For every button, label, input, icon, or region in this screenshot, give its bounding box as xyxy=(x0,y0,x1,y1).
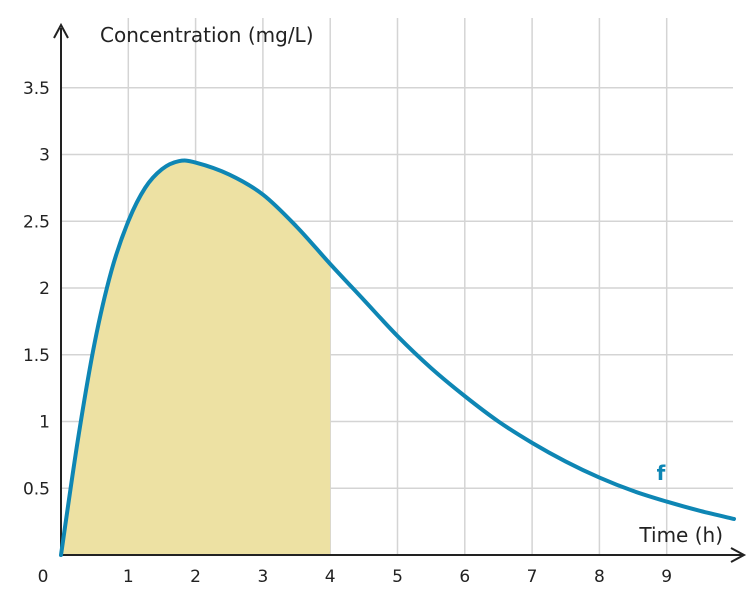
y-tick-label-3: 3 xyxy=(39,146,50,166)
x-tick-label-3: 3 xyxy=(257,567,268,587)
y-tick-label-0-5: 0.5 xyxy=(23,479,50,499)
y-axis-label: Concentration (mg/L) xyxy=(100,23,314,47)
axes xyxy=(53,22,747,563)
x-tick-label-5: 5 xyxy=(392,567,403,587)
y-tick-label-1: 1 xyxy=(39,413,50,433)
origin-label: 0 xyxy=(38,567,49,587)
y-tick-label-3-5: 3.5 xyxy=(23,79,50,99)
x-tick-label-1: 1 xyxy=(123,567,134,587)
x-tick-label-6: 6 xyxy=(459,567,470,587)
y-axis-arrowhead xyxy=(53,22,69,39)
x-tick-label-4: 4 xyxy=(325,567,336,587)
x-tick-label-7: 7 xyxy=(527,567,538,587)
y-tick-label-1-5: 1.5 xyxy=(23,346,50,366)
x-tick-label-9: 9 xyxy=(661,567,672,587)
y-tick-label-2-5: 2.5 xyxy=(23,212,50,232)
x-axis-arrowhead xyxy=(730,547,747,563)
y-tick-label-2: 2 xyxy=(39,279,50,299)
tick-labels: 1 2 3 4 5 6 7 8 9 0.5 1 1.5 2 2.5 3 3.5 xyxy=(23,79,672,587)
x-tick-label-2: 2 xyxy=(190,567,201,587)
shaded-area-under-curve xyxy=(61,160,331,555)
x-axis-label: Time (h) xyxy=(638,523,723,547)
series-label-f: f xyxy=(657,461,666,485)
x-tick-label-8: 8 xyxy=(594,567,605,587)
series-line-f xyxy=(59,158,736,557)
